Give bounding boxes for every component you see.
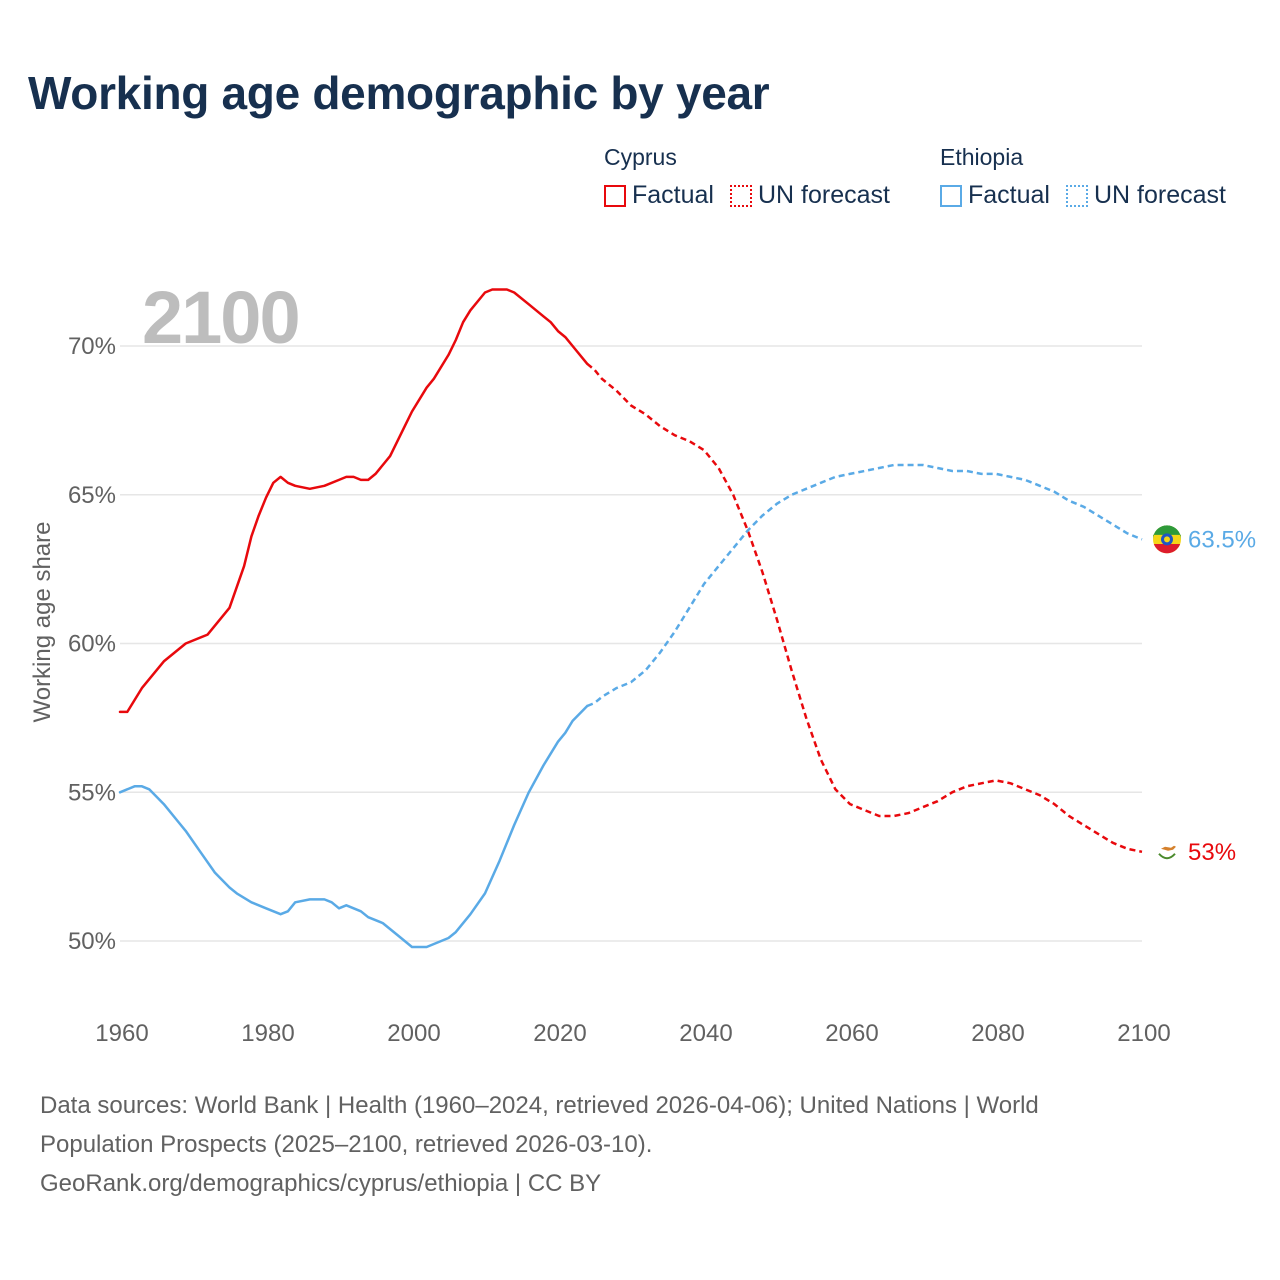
footer-line: Population Prospects (2025–2100, retriev… — [40, 1131, 653, 1158]
end-label-ethiopia: 63.5% — [1188, 526, 1256, 553]
series-ethiopia-forecast-line — [586, 463, 1143, 708]
flag-band — [1153, 544, 1181, 554]
legend-swatch-dotted-icon — [729, 184, 752, 207]
legend-swatch-dotted-icon — [1065, 184, 1088, 207]
x-tick-label: 2060 — [825, 1020, 878, 1047]
y-tick-label: 60% — [68, 631, 116, 658]
x-tick-label: 1980 — [241, 1020, 294, 1047]
end-label-cyprus: 53% — [1188, 839, 1236, 866]
x-tick-label: 1960 — [95, 1020, 148, 1047]
y-tick-label: 50% — [68, 928, 116, 955]
current-year-label: 2100 — [142, 276, 299, 359]
footer-sources: Data sources: World Bank | Health (1960–… — [40, 1086, 1240, 1203]
legend-group-cyprus: Cyprus Factual UN forecast — [604, 144, 890, 210]
x-tick-label: 2040 — [679, 1020, 732, 1047]
end-labels: 53% 63.5% — [1153, 525, 1256, 866]
x-tick-label: 2100 — [1117, 1020, 1170, 1047]
legend-group-name: Cyprus — [604, 144, 677, 170]
cyprus-flag-icon — [1158, 845, 1176, 860]
legend-label: Factual — [632, 181, 714, 209]
x-tick-label: 2080 — [971, 1020, 1024, 1047]
flag-branches — [1158, 853, 1176, 860]
y-tick-label: 70% — [68, 333, 116, 360]
flag-island — [1161, 845, 1176, 851]
legend-label: UN forecast — [1093, 181, 1226, 209]
series-lines — [118, 288, 1143, 949]
x-tick-label: 2000 — [387, 1020, 440, 1047]
footer-link[interactable]: GeoRank.org/demographics/cyprus/ethiopia… — [40, 1170, 602, 1197]
y-tick-label: 65% — [68, 482, 116, 509]
x-axis-ticks: 1960 1980 2000 2020 2040 2060 2080 2100 — [95, 1020, 1170, 1047]
legend-label: Factual — [968, 181, 1050, 209]
x-tick-label: 2020 — [533, 1020, 586, 1047]
legend-swatch-solid-icon — [604, 184, 626, 207]
legend-label: UN forecast — [757, 181, 890, 209]
legend-item-cyprus-forecast[interactable]: UN forecast — [729, 181, 890, 210]
legend-item-ethiopia-forecast[interactable]: UN forecast — [1065, 181, 1226, 210]
legend-swatch-solid-icon — [940, 184, 962, 207]
legend-group-ethiopia: Ethiopia Factual UN forecast — [940, 144, 1226, 210]
series-cyprus-factual-line — [118, 288, 589, 714]
y-axis-label: Working age share — [29, 522, 56, 723]
flag-band — [1153, 525, 1181, 535]
footer-line: Data sources: World Bank | Health (1960–… — [40, 1092, 1039, 1119]
y-axis-ticks: 50% 55% 60% 65% 70% — [68, 333, 116, 955]
chart-title: Working age demographic by year — [28, 67, 770, 119]
flag-star — [1164, 536, 1170, 543]
legend-item-cyprus-factual[interactable]: Factual — [604, 181, 714, 210]
gridlines — [120, 345, 1142, 942]
series-ethiopia-factual-line — [118, 704, 589, 949]
y-tick-label: 55% — [68, 779, 116, 806]
legend-item-ethiopia-factual[interactable]: Factual — [940, 181, 1050, 210]
ethiopia-flag-icon — [1153, 525, 1181, 554]
series-cyprus-forecast-line — [586, 362, 1143, 854]
line-chart: 2100 50% 55% 60% 65% 70% 1960 1980 2000 2020 204… — [29, 276, 1256, 1047]
legend-group-name: Ethiopia — [940, 144, 1024, 170]
